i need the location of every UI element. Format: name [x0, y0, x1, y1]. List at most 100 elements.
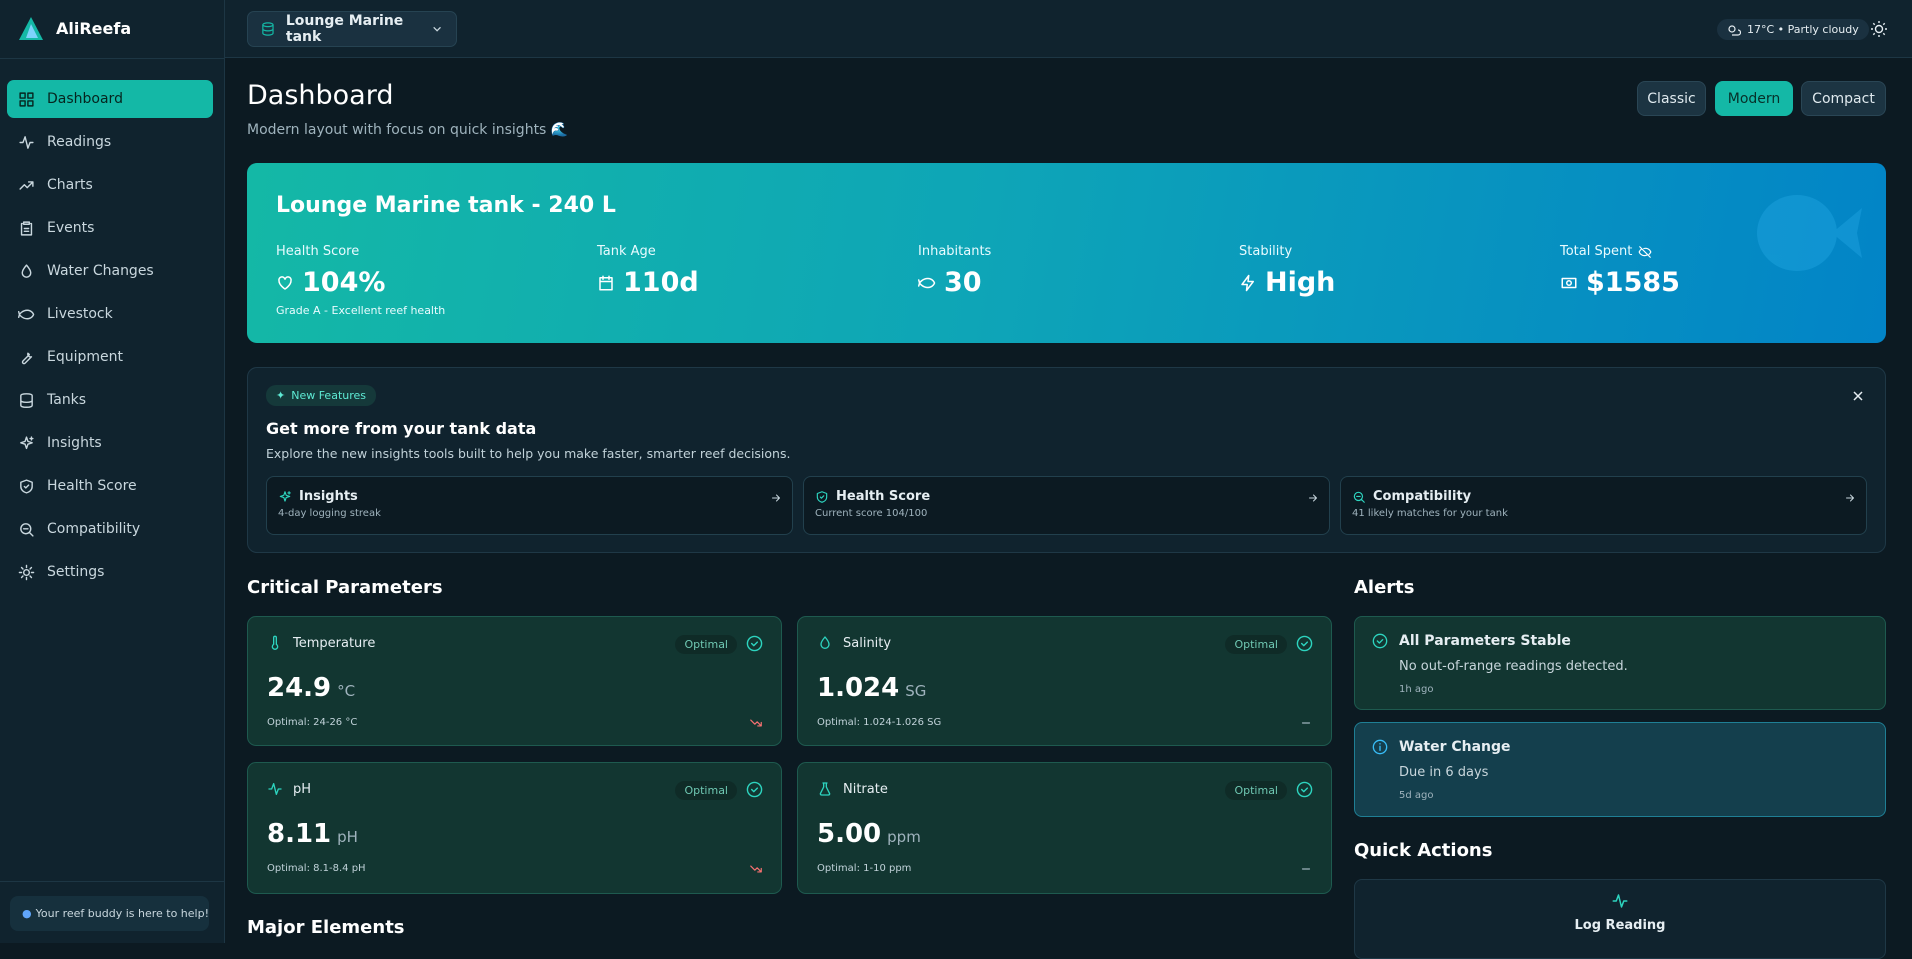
- layout-button[interactable]: Compact: [1801, 81, 1886, 116]
- icon: [1561, 277, 1577, 288]
- arrow: [1844, 489, 1856, 508]
- feature-card[interactable]: Compatibility 41 likely matches for your …: [1340, 476, 1867, 535]
- icon: [1353, 491, 1365, 503]
- nav-item[interactable]: Tanks: [7, 381, 213, 419]
- nav-label: Readings: [47, 134, 112, 150]
- icon: [18, 309, 35, 319]
- feature-card[interactable]: Health Score Current score 104/100: [803, 476, 1330, 535]
- stat: Inhabitants 30: [918, 244, 991, 298]
- nav-label: Equipment: [47, 349, 123, 365]
- divider: [0, 881, 225, 882]
- icon: [1612, 894, 1628, 908]
- assistant-hint[interactable]: ● Your reef buddy is here to help!: [10, 896, 209, 931]
- icon: [20, 392, 33, 408]
- icon: [268, 783, 282, 795]
- nav-item[interactable]: Dashboard: [7, 80, 213, 118]
- icon: [21, 352, 33, 364]
- features-description: Explore the new insights tools built to …: [266, 446, 791, 461]
- alert-message: No out-of-range readings detected.: [1399, 659, 1628, 674]
- stat-value: 104%: [276, 267, 445, 298]
- icon: [1638, 245, 1652, 258]
- nav-item[interactable]: Water Changes: [7, 252, 213, 290]
- nav-item[interactable]: Equipment: [7, 338, 213, 376]
- stat-value: 110d: [597, 267, 699, 298]
- value-unit: °C: [337, 682, 356, 700]
- feature-card-title-text: Insights: [299, 489, 358, 504]
- nav-item[interactable]: Readings: [7, 123, 213, 161]
- page-title: Dashboard: [247, 80, 394, 111]
- trend-icon: [1299, 861, 1313, 880]
- icon: [918, 277, 936, 288]
- feature-card[interactable]: Insights 4-day logging streak: [266, 476, 793, 535]
- layout-button[interactable]: Classic: [1637, 81, 1706, 116]
- alert-time: 1h ago: [1399, 684, 1434, 695]
- icon: [1372, 633, 1388, 649]
- icon: [1309, 494, 1317, 502]
- icon: [20, 478, 33, 494]
- icon: [19, 91, 34, 107]
- nav-label: Compatibility: [47, 521, 141, 537]
- icon: [1301, 722, 1311, 724]
- stat-note: Grade A - Excellent reef health: [276, 304, 446, 317]
- stat-value-text: 104%: [302, 267, 386, 298]
- alert-card: Water Change Due in 6 days 5d ago: [1354, 722, 1886, 817]
- icon: [19, 135, 34, 149]
- parameter-name-text: pH: [293, 781, 312, 797]
- stat-value: High: [1239, 267, 1335, 298]
- nav-item[interactable]: Compatibility: [7, 510, 213, 548]
- parameter-value: 5.00 ppm: [817, 819, 921, 849]
- layout-button[interactable]: Modern: [1715, 81, 1793, 116]
- alert-title: All Parameters Stable: [1399, 633, 1571, 649]
- stat-label-text: Tank Age: [597, 244, 656, 259]
- stat-label: Inhabitants: [918, 244, 991, 259]
- stat-label-text: Health Score: [276, 244, 360, 259]
- icon: [750, 865, 762, 873]
- value-number: 5.00: [817, 819, 882, 849]
- tank-selector[interactable]: Lounge Marine tank: [247, 11, 457, 47]
- nav-item[interactable]: Health Score: [7, 467, 213, 505]
- nav-label: Charts: [47, 177, 93, 193]
- icon: [819, 782, 831, 796]
- parameter-range: Optimal: 1-10 ppm: [817, 863, 912, 874]
- stat: Health Score 104% Grade A - Excellent reef…: [276, 244, 445, 317]
- status-icon: [1296, 635, 1313, 656]
- value-number: 8.11: [267, 819, 332, 849]
- stat-label: Total Spent: [1560, 244, 1680, 259]
- nav-item[interactable]: Charts: [7, 166, 213, 204]
- nav-item[interactable]: Settings: [7, 553, 213, 591]
- brand-name: AliReefa: [56, 19, 132, 38]
- stat-value: $1585: [1560, 267, 1680, 298]
- close-button[interactable]: [1852, 390, 1864, 402]
- theme-toggle[interactable]: [1870, 20, 1888, 38]
- sparkle: ✦: [276, 389, 286, 402]
- parameter-name-text: Salinity: [843, 635, 892, 651]
- stat-label-text: Inhabitants: [918, 244, 992, 259]
- nav-label: Dashboard: [47, 91, 123, 107]
- stat-label: Health Score: [276, 244, 445, 259]
- chevron: [433, 26, 441, 32]
- icon: [746, 635, 763, 652]
- stat: Total Spent $1585: [1560, 244, 1680, 298]
- icon: [1846, 494, 1854, 502]
- icon: [20, 435, 34, 449]
- parameter-card: Salinity Optimal 1.024 SG Optimal: 1.024-1.0…: [797, 616, 1332, 746]
- quick-action-label: Log Reading: [1574, 918, 1666, 933]
- trend-icon: [749, 861, 763, 880]
- status-pill: Optimal: [675, 781, 737, 800]
- nav-item[interactable]: Insights: [7, 424, 213, 462]
- stat-value-text: 110d: [623, 267, 699, 298]
- value-number: 1.024: [817, 673, 900, 703]
- status-pill: Optimal: [1225, 781, 1287, 800]
- icon: [21, 263, 32, 278]
- feature-card-subtitle: 41 likely matches for your tank: [1352, 508, 1508, 519]
- arrow: [1307, 489, 1319, 508]
- parameter-name-text: Temperature: [293, 635, 376, 651]
- feature-card-title: Compatibility: [1352, 489, 1855, 504]
- nav-item[interactable]: Livestock: [7, 295, 213, 333]
- parameter-range: Optimal: 24-26 °C: [267, 717, 358, 728]
- arrow: [770, 489, 782, 508]
- quick-action[interactable]: Log Reading: [1355, 892, 1885, 933]
- nav-label: Insights: [47, 435, 102, 451]
- icon: [19, 180, 34, 190]
- nav-item[interactable]: Events: [7, 209, 213, 247]
